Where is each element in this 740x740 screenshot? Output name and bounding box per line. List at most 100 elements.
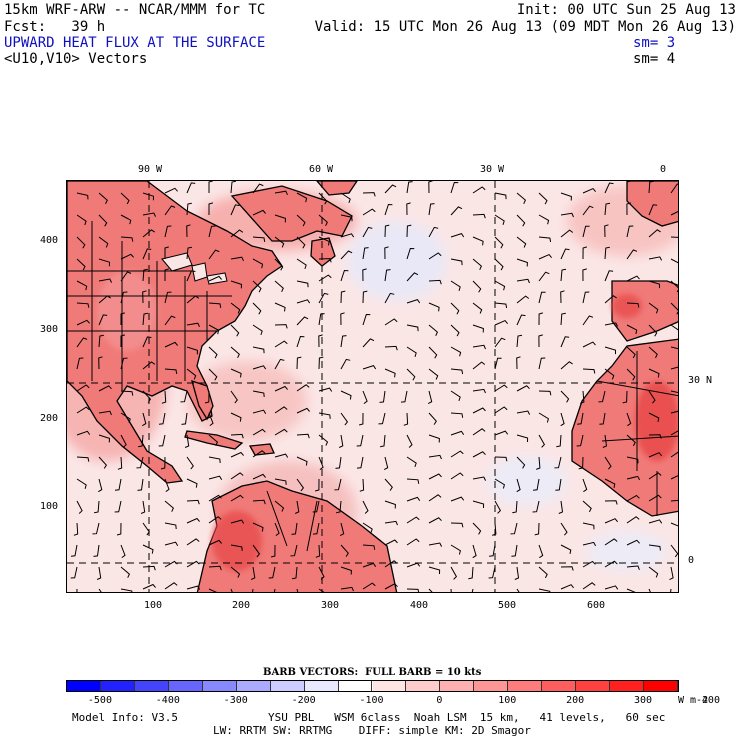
- wind-barb: [450, 496, 465, 502]
- wind-barb: [428, 588, 433, 592]
- wind-barb: [76, 214, 87, 226]
- wind-barb: [472, 476, 487, 481]
- wind-barb: [296, 433, 310, 439]
- wind-barb: [76, 319, 90, 326]
- wind-barb: [120, 357, 128, 370]
- physics-info: YSU PBL WSM 6class Noah LSM 15 km, 41 le…: [268, 711, 666, 724]
- wind-barb: [164, 246, 169, 259]
- wind-barb: [670, 390, 678, 394]
- wind-barb: [208, 412, 214, 427]
- wind-barb: [252, 390, 265, 398]
- wind-barb: [208, 565, 222, 571]
- wind-barb: [538, 271, 550, 282]
- wind-barb: [406, 324, 419, 332]
- wind-barb: [378, 412, 386, 425]
- wind-barb: [76, 192, 89, 200]
- wind-barb: [340, 233, 355, 238]
- wind-barb: [164, 225, 172, 238]
- wind-barb: [604, 585, 619, 590]
- wind-barb: [450, 302, 460, 315]
- wind-barb: [560, 336, 570, 348]
- wind-barb: [472, 236, 484, 246]
- wind-barb: [296, 236, 306, 249]
- wind-barb: [208, 225, 216, 238]
- wind-barb: [538, 588, 551, 592]
- wind-barb: [626, 346, 636, 359]
- wind-barb: [538, 312, 544, 326]
- wind-barb: [318, 274, 332, 282]
- wind-barb: [450, 450, 464, 458]
- wind-barb: [252, 209, 266, 216]
- wind-barb: [208, 302, 222, 308]
- wind-barb: [356, 434, 364, 447]
- wind-barb: [208, 456, 221, 464]
- wind-barb: [76, 337, 88, 348]
- wind-barb: [670, 475, 678, 480]
- wind-barb: [406, 346, 417, 357]
- wind-barb: [268, 566, 276, 579]
- wind-barb: [114, 500, 122, 513]
- wind-barb: [556, 434, 562, 448]
- wind-barb: [98, 434, 111, 443]
- forecast-hour: Fcst: 39 h: [4, 19, 106, 35]
- wind-barb: [120, 544, 126, 559]
- wind-barb: [604, 538, 618, 546]
- wind-barb: [340, 214, 353, 222]
- wind-barb: [340, 412, 349, 426]
- wind-barb: [164, 500, 175, 512]
- wind-barb: [560, 522, 568, 536]
- wind-barb: [186, 224, 191, 238]
- wind-barb: [428, 517, 442, 524]
- wind-barb: [406, 299, 421, 304]
- wind-barb: [116, 522, 122, 536]
- wind-barb: [406, 516, 420, 524]
- map-canvas: [67, 181, 678, 592]
- wind-barb: [406, 538, 420, 546]
- wind-barb: [208, 181, 213, 193]
- wind-barb: [252, 450, 266, 458]
- wind-barb: [428, 542, 443, 547]
- wind-barb: [252, 280, 262, 293]
- wind-barb: [362, 544, 376, 550]
- colorbar-segment: [576, 681, 611, 691]
- wind-barb: [252, 365, 267, 370]
- wind-barb: [158, 434, 166, 447]
- wind-barb: [340, 192, 351, 204]
- wind-barb: [142, 583, 156, 590]
- wind-barb: [120, 412, 131, 423]
- wind-barb: [538, 544, 544, 559]
- wind-barb: [648, 181, 654, 194]
- wind-barb: [472, 407, 486, 414]
- wind-barb: [494, 258, 504, 271]
- wind-barb: [406, 368, 416, 381]
- wind-barb: [489, 544, 496, 557]
- wind-barb: [516, 214, 526, 227]
- x-tick-400: 400: [410, 600, 429, 611]
- wind-barb: [230, 256, 244, 262]
- wind-barb: [140, 500, 146, 514]
- wind-barb: [336, 500, 342, 514]
- wind-barb: [560, 312, 566, 326]
- colorbar-label: -500: [87, 695, 112, 706]
- wind-barb: [450, 206, 463, 216]
- wind-barb: [230, 519, 245, 524]
- y-tick-300: 300: [40, 324, 59, 335]
- cuba: [184, 430, 244, 450]
- wind-barb: [670, 183, 678, 194]
- wind-barb: [160, 456, 166, 470]
- wind-barb: [142, 268, 148, 282]
- wind-barb: [76, 258, 86, 271]
- wind-barb: [670, 302, 678, 315]
- colorbar-segment: [508, 681, 543, 691]
- wind-barb: [252, 258, 264, 269]
- lat-label-30n: 30 N: [688, 375, 713, 386]
- heat-flux-map: [66, 180, 679, 593]
- wind-barb: [626, 588, 636, 592]
- wind-barb: [312, 522, 320, 535]
- wind-barb: [362, 365, 377, 370]
- wind-barb: [648, 494, 662, 502]
- wind-barb: [582, 225, 590, 238]
- wind-barb: [494, 302, 508, 309]
- wind-barb: [208, 368, 218, 381]
- wind-barb: [230, 280, 243, 289]
